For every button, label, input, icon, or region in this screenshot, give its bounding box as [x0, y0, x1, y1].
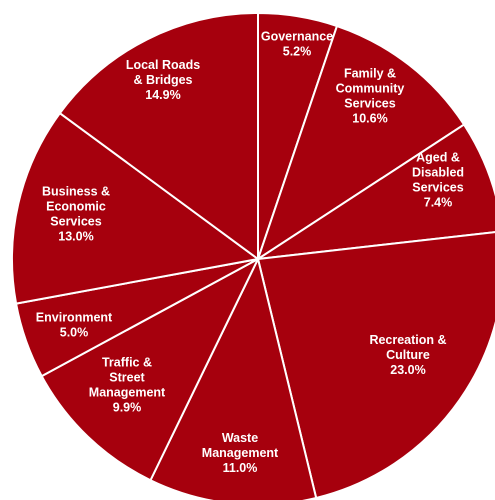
slice-category-label: Management	[202, 446, 279, 460]
pie-slice	[149, 258, 318, 500]
slice-category-label: Management	[89, 386, 166, 400]
slice-category-label: Economic	[46, 200, 106, 214]
pie-slice	[40, 258, 259, 482]
slice-category-label: Business &	[42, 185, 110, 199]
slice-category-label: Traffic &	[102, 356, 152, 370]
slice-category-label: Community	[336, 82, 405, 96]
slice-value-label: 14.9%	[145, 88, 180, 102]
pie-slice	[11, 112, 259, 305]
slice-value-label: 13.0%	[58, 230, 93, 244]
slice-category-label: Local Roads	[126, 58, 200, 72]
slice-category-label: Services	[50, 215, 101, 229]
slice-category-label: Waste	[222, 431, 258, 445]
slice-category-label: Environment	[36, 311, 113, 325]
slice-value-label: 9.9%	[113, 401, 142, 415]
slice-category-label: & Bridges	[133, 73, 192, 87]
slice-category-label: Street	[109, 371, 145, 385]
slice-category-label: Services	[412, 181, 463, 195]
pie-slice	[257, 25, 466, 260]
slice-category-label: Aged &	[416, 151, 460, 165]
slice-value-label: 5.2%	[283, 45, 312, 59]
pie-slice	[257, 231, 495, 500]
slice-category-label: Governance	[261, 30, 333, 44]
slice-value-label: 11.0%	[223, 461, 258, 475]
slice-category-label: Family &	[344, 67, 396, 81]
slice-value-label: 23.0%	[390, 363, 425, 377]
pie-slice	[257, 123, 495, 260]
slice-category-label: Disabled	[412, 166, 464, 180]
slice-category-label: Services	[344, 97, 395, 111]
pie-slices	[11, 12, 495, 500]
slice-value-label: 7.4%	[424, 196, 453, 210]
slice-value-label: 10.6%	[352, 112, 387, 126]
slice-category-label: Culture	[386, 348, 430, 362]
pie-slice	[58, 12, 259, 260]
slice-category-label: Recreation &	[369, 333, 446, 347]
slice-value-label: 5.0%	[60, 326, 89, 340]
